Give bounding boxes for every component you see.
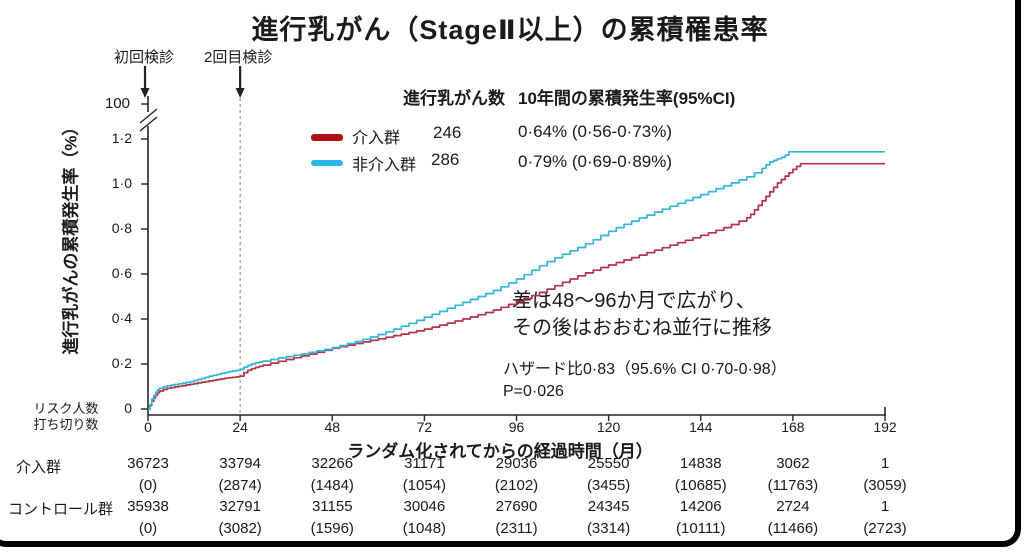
hazard-ratio-annotation: ハザード比0·83（95.6% CI 0·70-0·98） P=0·026 xyxy=(503,361,787,400)
legend-count-intervention: 246 xyxy=(433,123,462,142)
risk-row-label-intervention: 介入群 xyxy=(16,459,62,476)
risk-censored-value: (1048) xyxy=(402,520,447,537)
legend-count-header: 進行乳がん数 xyxy=(403,89,505,108)
down-arrow-icon xyxy=(140,66,150,98)
y-tick-label: 0·6 xyxy=(111,265,132,281)
y-tick-label: 1·2 xyxy=(111,130,132,146)
x-tick-label: 168 xyxy=(781,419,805,435)
risk-at-risk-value: 30046 xyxy=(403,498,446,515)
risk-censored-value: (11763) xyxy=(767,477,819,494)
risk-at-risk-value: 1 xyxy=(880,455,890,472)
x-tick-label: 72 xyxy=(416,419,433,435)
risk-at-risk-value: 31155 xyxy=(311,498,353,515)
risk-censored-value: (3314) xyxy=(586,520,631,537)
legend-label-intervention: 介入群 xyxy=(352,130,401,147)
risk-table-header: リスク人数 打ち切り数 xyxy=(33,401,99,432)
risk-at-risk-value: 29036 xyxy=(495,455,538,472)
y-tick-label: 0·4 xyxy=(111,310,132,326)
risk-censored-value: (11466) xyxy=(767,520,819,537)
risk-at-risk-value: 32791 xyxy=(219,498,261,515)
risk-at-risk-value: 25550 xyxy=(587,455,630,472)
legend-label-control: 非介入群 xyxy=(352,157,417,174)
y-tick-label: 0 xyxy=(124,400,132,416)
risk-at-risk-value: 1 xyxy=(880,498,890,515)
control-line-swatch xyxy=(311,160,343,166)
x-axis xyxy=(148,407,886,416)
risk-censored-value: (10111) xyxy=(676,520,726,537)
gap-annotation: 差は48～96か月で広がり、 その後はおおむね並行に推移 xyxy=(512,290,772,339)
second-screening-label: 2回目検診 xyxy=(204,49,273,66)
x-tick-label: 24 xyxy=(232,419,248,435)
x-tick-label: 48 xyxy=(324,419,341,435)
risk-at-risk-value: 2724 xyxy=(776,498,810,515)
legend-count-control: 286 xyxy=(431,150,460,169)
y-tick-label: 0·8 xyxy=(111,220,132,236)
legend-rate-header: 10年間の累積発生率(95%CI) xyxy=(518,89,736,108)
risk-at-risk-value: 24345 xyxy=(587,498,630,515)
risk-censored-value: (2723) xyxy=(863,520,907,537)
legend-rate-intervention: 0·64% (0·56-0·73%) xyxy=(518,122,673,141)
risk-at-risk-value: 14838 xyxy=(679,455,722,472)
x-axis-title: ランダム化されてからの経過時間（月） xyxy=(347,442,653,461)
risk-censored-value: (0) xyxy=(138,520,158,537)
risk-censored-value: (1054) xyxy=(402,477,447,494)
risk-censored-value: (2102) xyxy=(494,477,539,494)
risk-censored-value: (1596) xyxy=(310,520,354,537)
legend-rate-control: 0·79% (0·69-0·89%) xyxy=(518,152,673,171)
risk-at-risk-value: 31171 xyxy=(404,455,445,472)
y-axis-break-label: 100 xyxy=(104,95,130,112)
risk-at-risk-value: 33794 xyxy=(219,455,261,472)
x-tick-label: 144 xyxy=(689,419,713,435)
x-tick-label: 192 xyxy=(873,419,897,435)
risk-censored-value: (2874) xyxy=(218,477,262,494)
down-arrow-icon xyxy=(235,66,245,98)
risk-censored-value: (3059) xyxy=(863,477,907,494)
risk-at-risk-value: 32266 xyxy=(311,455,354,472)
x-tick-label: 0 xyxy=(144,419,152,435)
y-tick-label: 1·0 xyxy=(111,175,132,191)
risk-censored-value: (2311) xyxy=(495,520,538,537)
y-axis-break-icon xyxy=(139,108,158,132)
risk-at-risk-value: 14206 xyxy=(679,498,722,515)
risk-at-risk-value: 3062 xyxy=(776,455,810,472)
risk-at-risk-value: 27690 xyxy=(495,498,538,515)
intervention-line-swatch xyxy=(311,134,343,141)
y-axis-title: 進行乳がんの累積発生率（%） xyxy=(61,118,81,355)
page-title: 進行乳がん（StageⅡ以上）の累積罹患率 xyxy=(251,15,769,45)
risk-at-risk-value: 36723 xyxy=(127,455,169,472)
risk-censored-value: (3455) xyxy=(586,477,631,494)
x-tick-label: 96 xyxy=(508,419,525,435)
x-tick-label: 120 xyxy=(596,419,621,435)
risk-at-risk-value: 35938 xyxy=(127,498,169,515)
y-tick-label: 0·2 xyxy=(111,355,132,371)
risk-censored-value: (0) xyxy=(138,477,158,494)
risk-row-label-control: コントロール群 xyxy=(8,501,114,518)
first-screening-label: 初回検診 xyxy=(114,49,175,66)
risk-censored-value: (10685) xyxy=(674,477,727,494)
risk-censored-value: (3082) xyxy=(218,520,262,537)
risk-censored-value: (1484) xyxy=(310,477,354,494)
